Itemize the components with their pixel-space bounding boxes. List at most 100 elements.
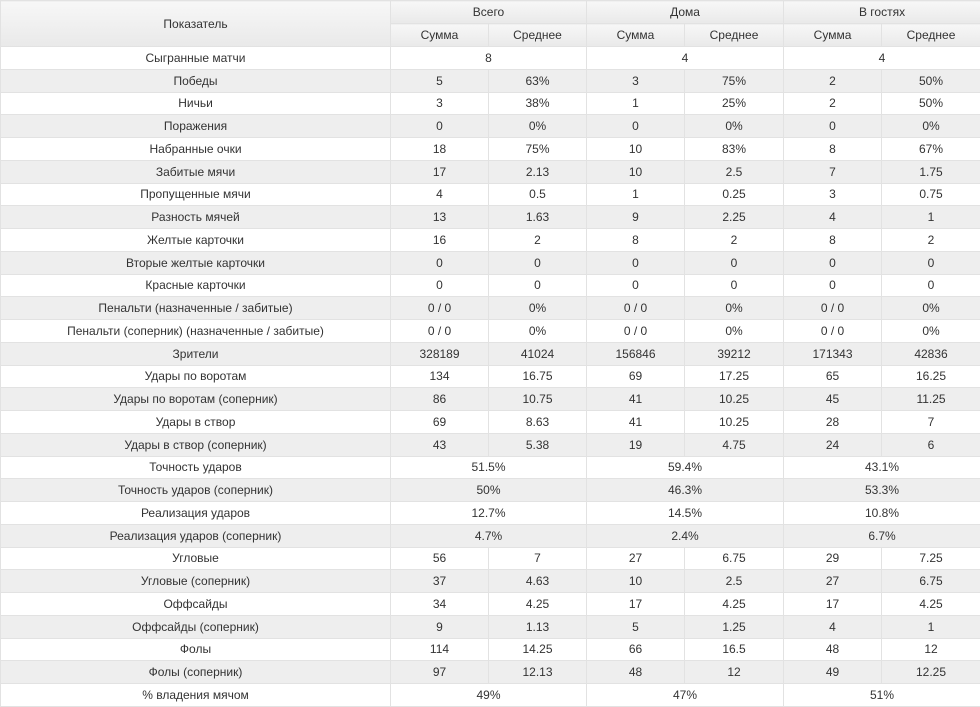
sum-header-away[interactable]: Сумма <box>783 23 883 47</box>
cell-avg-away: 50% <box>881 91 980 116</box>
table-row: Угловые 56 7 27 6.75 29 7.25 <box>0 546 980 571</box>
cell-avg-away: 1 <box>881 205 980 229</box>
cell-avg-away: 0 <box>881 250 980 275</box>
cell-sum-away: 24 <box>783 432 883 457</box>
cell-avg-home: 2.5 <box>683 569 785 593</box>
row-label: Угловые <box>0 546 391 571</box>
group-header-total[interactable]: Всего <box>390 0 587 24</box>
avg-header-away[interactable]: Среднее <box>881 23 980 47</box>
merged-value-total: 4.7% <box>390 523 587 548</box>
row-label: Оффсайды <box>0 592 391 616</box>
cell-sum-home: 3 <box>586 68 685 93</box>
merged-value-away: 53.3% <box>783 478 980 502</box>
cell-avg-total: 0% <box>488 114 587 138</box>
cell-avg-away: 6.75 <box>881 569 980 593</box>
cell-sum-away: 2 <box>783 68 883 93</box>
cell-sum-home: 0 <box>586 114 685 138</box>
cell-sum-home: 10 <box>586 159 685 184</box>
cell-sum-away: 28 <box>783 410 883 434</box>
row-label: Реализация ударов <box>0 501 391 525</box>
table-row: Желтые карточки 16 2 8 2 8 2 <box>0 228 980 252</box>
cell-avg-away: 12.25 <box>881 660 980 684</box>
cell-sum-total: 0 <box>390 273 489 298</box>
cell-sum-total: 18 <box>390 137 489 161</box>
cell-avg-home: 1.25 <box>683 614 785 639</box>
cell-avg-away: 0.75 <box>881 182 980 207</box>
row-label: Вторые желтые карточки <box>0 250 391 275</box>
cell-avg-home: 16.5 <box>683 637 785 662</box>
cell-avg-total: 4.63 <box>488 569 587 593</box>
cell-sum-away: 4 <box>783 614 883 639</box>
cell-sum-home: 0 / 0 <box>586 319 685 343</box>
cell-sum-home: 41 <box>586 410 685 434</box>
cell-sum-home: 8 <box>586 228 685 252</box>
cell-avg-home: 2.25 <box>683 205 785 229</box>
cell-avg-home: 2.5 <box>683 159 785 184</box>
cell-avg-total: 2 <box>488 228 587 252</box>
cell-avg-total: 14.25 <box>488 637 587 662</box>
cell-avg-away: 0% <box>881 319 980 343</box>
row-label: Пропущенные мячи <box>0 182 391 207</box>
row-label: Поражения <box>0 114 391 138</box>
cell-avg-away: 1 <box>881 614 980 639</box>
cell-avg-total: 8.63 <box>488 410 587 434</box>
cell-avg-home: 0 <box>683 250 785 275</box>
cell-avg-home: 75% <box>683 68 785 93</box>
cell-avg-home: 4.75 <box>683 432 785 457</box>
cell-sum-away: 27 <box>783 569 883 593</box>
cell-sum-home: 0 / 0 <box>586 296 685 320</box>
cell-sum-away: 2 <box>783 91 883 116</box>
sum-header-total[interactable]: Сумма <box>390 23 489 47</box>
cell-avg-home: 0 <box>683 273 785 298</box>
merged-value-home: 2.4% <box>585 523 785 548</box>
cell-sum-home: 10 <box>586 137 685 161</box>
avg-header-total[interactable]: Среднее <box>488 23 587 47</box>
table-row: Реализация ударов (соперник) 4.7% 2.4% 6.7% <box>0 523 980 548</box>
cell-sum-away: 45 <box>783 387 883 411</box>
cell-sum-total: 37 <box>390 569 489 593</box>
cell-sum-home: 0 <box>586 250 685 275</box>
cell-sum-away: 0 / 0 <box>783 319 883 343</box>
row-label: Разность мячей <box>0 205 391 229</box>
cell-avg-total: 63% <box>488 68 587 93</box>
table-body: Сыгранные матчи 8 4 4 Победы 5 63% 3 75% 2 50% Ничь… <box>0 46 980 707</box>
sum-header-home[interactable]: Сумма <box>586 23 685 47</box>
group-header-home[interactable]: Дома <box>585 0 785 24</box>
cell-sum-total: 34 <box>390 592 489 616</box>
metric-header[interactable]: Показатель <box>0 0 391 47</box>
cell-sum-total: 114 <box>390 637 489 662</box>
cell-avg-total: 0% <box>488 319 587 343</box>
table-row: Победы 5 63% 3 75% 2 50% <box>0 68 980 93</box>
cell-sum-total: 5 <box>390 68 489 93</box>
cell-avg-home: 6.75 <box>683 546 785 571</box>
table-row: Фолы 114 14.25 66 16.5 48 12 <box>0 637 980 662</box>
cell-avg-total: 0% <box>488 296 587 320</box>
merged-value-away: 51% <box>783 683 980 707</box>
merged-value-total: 49% <box>390 683 587 707</box>
cell-sum-home: 1 <box>586 182 685 207</box>
group-header-away[interactable]: В гостях <box>783 0 980 24</box>
cell-avg-home: 2 <box>683 228 785 252</box>
merged-value-home: 14.5% <box>585 501 785 525</box>
table-row: Точность ударов (соперник) 50% 46.3% 53.3% <box>0 478 980 502</box>
cell-sum-home: 1 <box>586 91 685 116</box>
avg-header-home[interactable]: Среднее <box>683 23 785 47</box>
cell-sum-home: 27 <box>586 546 685 571</box>
table-row: Набранные очки 18 75% 10 83% 8 67% <box>0 137 980 161</box>
table-row: Удары по воротам (соперник) 86 10.75 41 10.2… <box>0 387 980 411</box>
merged-value-away: 6.7% <box>783 523 980 548</box>
cell-sum-home: 41 <box>586 387 685 411</box>
cell-avg-total: 5.38 <box>488 432 587 457</box>
row-label: Желтые карточки <box>0 228 391 252</box>
cell-sum-total: 43 <box>390 432 489 457</box>
cell-avg-away: 7.25 <box>881 546 980 571</box>
cell-sum-total: 69 <box>390 410 489 434</box>
cell-avg-total: 4.25 <box>488 592 587 616</box>
row-label: Пенальти (назначенные / забитые) <box>0 296 391 320</box>
table-row: Пенальти (соперник) (назначенные / забит… <box>0 319 980 343</box>
cell-sum-away: 65 <box>783 364 883 389</box>
cell-avg-away: 2 <box>881 228 980 252</box>
cell-avg-total: 7 <box>488 546 587 571</box>
merged-value-away: 4 <box>783 46 980 70</box>
merged-value-away: 43.1% <box>783 455 980 480</box>
